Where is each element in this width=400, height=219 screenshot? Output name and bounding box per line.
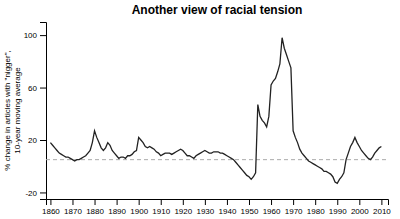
tick-label: 1990: [329, 207, 347, 216]
tick: 1860: [42, 199, 60, 216]
tick-label: 1970: [285, 207, 303, 216]
tick-mark: [227, 199, 228, 205]
x-axis: 1860 1870 1880 1890 1900 1910 1920 1930 1940 1950…: [42, 199, 391, 216]
tick: 60: [28, 84, 46, 93]
tick-label: 1950: [241, 207, 259, 216]
tick-label: -20: [25, 189, 37, 198]
tick-label: 1860: [42, 207, 60, 216]
tick-mark: [161, 199, 162, 205]
tick: 1990: [329, 199, 347, 216]
tick-label: 60: [28, 84, 37, 93]
y-axis: -20 20 60 100: [24, 23, 47, 200]
plot: 1860 1870 1880 1890 1900 1910 1920 1930 1940 1950…: [24, 23, 392, 216]
tick-mark: [40, 140, 46, 141]
tick-label: 2010: [373, 207, 391, 216]
tick: 1890: [108, 199, 126, 216]
tick-mark: [293, 199, 294, 205]
tick-mark: [249, 199, 250, 205]
axis-line: [40, 23, 47, 200]
tick-label: 1940: [219, 207, 237, 216]
tick-label: 1980: [307, 207, 325, 216]
tick-mark: [139, 199, 140, 205]
line: [50, 38, 381, 184]
tick-mark: [183, 199, 184, 205]
tick: 1980: [307, 199, 325, 216]
tick-mark: [95, 199, 96, 205]
y-axis-title-line: 10-year moving average: [13, 67, 22, 154]
chart: 1860 1870 1880 1890 1900 1910 1920 1930 1940 1950…: [0, 0, 400, 219]
tick-label: 1890: [108, 207, 126, 216]
tick-mark: [40, 35, 46, 36]
tick-label: 1960: [263, 207, 281, 216]
tick: 1870: [64, 199, 82, 216]
tick: 1880: [86, 199, 104, 216]
tick-label: 20: [28, 136, 37, 145]
tick-label: 1920: [174, 207, 192, 216]
y-axis-title-line: % change in articles with "nigger",: [3, 50, 12, 170]
tick-mark: [271, 199, 272, 205]
marks: [46, 38, 388, 184]
tick: 2000: [351, 199, 369, 216]
tick-label: 1910: [152, 207, 170, 216]
tick: 1930: [196, 199, 214, 216]
axis-line: [47, 200, 389, 206]
title: Another view of racial tension: [132, 3, 303, 17]
tick: 20: [28, 136, 46, 145]
tick-mark: [205, 199, 206, 205]
tick-mark: [381, 199, 382, 205]
reference-line: [46, 159, 388, 160]
tick-label: 2000: [351, 207, 369, 216]
tick-label: 100: [24, 31, 38, 40]
tick-mark: [359, 199, 360, 205]
tick: -20: [25, 189, 46, 198]
tick: 2010: [373, 199, 391, 216]
tick-mark: [40, 88, 46, 89]
tick-mark: [40, 192, 46, 193]
tick: 1940: [219, 199, 237, 216]
tick-label: 1930: [196, 207, 214, 216]
tick: 1950: [241, 199, 259, 216]
tick-mark: [337, 199, 338, 205]
tick-mark: [50, 199, 51, 205]
tick-mark: [315, 199, 316, 205]
tick: 1960: [263, 199, 281, 216]
tick-label: 1900: [130, 207, 148, 216]
tick-mark: [117, 199, 118, 205]
tick: 1970: [285, 199, 303, 216]
tick-mark: [72, 199, 73, 205]
tick-label: 1880: [86, 207, 104, 216]
tick: 1900: [130, 199, 148, 216]
y-axis-title: % change in articles with "nigger",10-ye…: [3, 50, 22, 170]
tick: 1910: [152, 199, 170, 216]
tick: 100: [24, 31, 46, 40]
tick-label: 1870: [64, 207, 82, 216]
tick: 1920: [174, 199, 192, 216]
